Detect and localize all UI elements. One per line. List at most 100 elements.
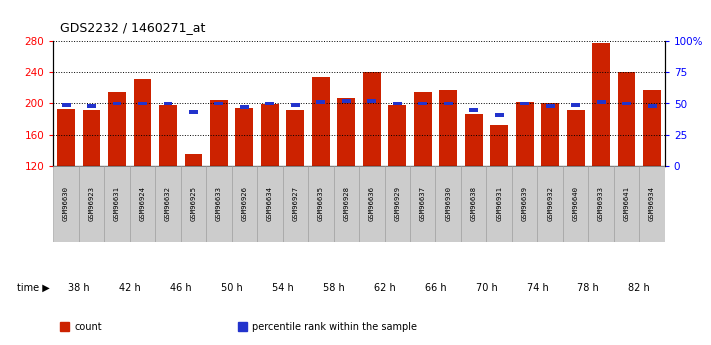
Bar [439,89,457,166]
Text: 58 h: 58 h [323,283,344,293]
Text: 70 h: 70 h [476,283,497,293]
Bar [108,92,126,166]
Bar [545,104,555,108]
Text: GSM96632: GSM96632 [165,186,171,221]
Bar [342,99,351,103]
Text: GSM96631: GSM96631 [114,186,120,221]
Bar [563,166,589,242]
Text: GSM96639: GSM96639 [522,186,528,221]
Bar [164,101,173,106]
Bar [648,104,656,108]
Bar [444,101,453,106]
Bar [312,77,330,166]
Bar [53,166,79,242]
Bar [291,103,300,107]
Bar [538,166,563,242]
Text: 82 h: 82 h [629,283,650,293]
Bar [261,104,279,166]
Text: 46 h: 46 h [170,283,191,293]
Bar [592,43,610,166]
Bar [622,101,631,106]
Bar [134,79,151,166]
Bar [597,100,606,104]
Bar [515,102,533,166]
Bar [138,101,147,106]
Text: GSM96925: GSM96925 [191,186,196,221]
Text: 62 h: 62 h [374,283,395,293]
Text: 38 h: 38 h [68,283,90,293]
Text: GSM96636: GSM96636 [369,186,375,221]
Text: 66 h: 66 h [424,283,447,293]
Bar [129,166,155,242]
Bar [567,110,584,166]
Bar [410,166,435,242]
Bar [283,166,308,242]
Bar [210,100,228,166]
Bar [185,154,203,166]
Text: GSM96634: GSM96634 [267,186,273,221]
Text: GSM96928: GSM96928 [343,186,349,221]
Text: time ▶: time ▶ [17,283,50,293]
Text: GSM96933: GSM96933 [598,186,604,221]
Text: GSM96924: GSM96924 [139,186,146,221]
Bar [461,166,486,242]
Bar [520,101,529,106]
Bar [388,105,406,166]
Text: GSM96932: GSM96932 [547,186,553,221]
Text: GSM96934: GSM96934 [649,186,655,221]
Text: GSM96633: GSM96633 [216,186,222,221]
Bar [62,103,70,107]
Bar [512,166,538,242]
Bar [232,166,257,242]
Bar [491,125,508,166]
Bar [418,101,427,106]
Bar [159,105,177,166]
Bar [435,166,461,242]
Bar [469,108,479,112]
Text: GSM96923: GSM96923 [89,186,95,221]
Bar [414,92,432,166]
Text: 50 h: 50 h [221,283,242,293]
Text: percentile rank within the sample: percentile rank within the sample [252,322,417,332]
Bar [589,166,614,242]
Text: GSM96929: GSM96929 [395,186,400,221]
Text: 42 h: 42 h [119,283,141,293]
Bar [265,101,274,106]
Bar [363,72,380,166]
Bar [392,101,402,106]
Bar [215,101,223,106]
Bar [571,103,580,107]
Bar [368,99,376,103]
Text: 78 h: 78 h [577,283,599,293]
Bar [235,108,253,166]
Bar [338,98,356,166]
Bar [359,166,385,242]
Text: GSM96930: GSM96930 [445,186,451,221]
Bar [112,101,122,106]
Text: 54 h: 54 h [272,283,294,293]
Bar [316,100,326,104]
Bar [57,109,75,166]
Bar [82,110,100,166]
Bar [155,166,181,242]
Bar [385,166,410,242]
Bar [181,166,206,242]
Bar [257,166,283,242]
Bar [105,166,129,242]
Bar [643,89,661,166]
Bar [87,104,96,108]
Bar [639,166,665,242]
Text: GSM96637: GSM96637 [419,186,426,221]
Bar [189,110,198,114]
Text: 74 h: 74 h [527,283,548,293]
Text: GSM96641: GSM96641 [624,186,629,221]
Bar [79,166,105,242]
Bar [206,166,232,242]
Bar [287,110,304,166]
Bar [495,113,503,117]
Text: GSM96931: GSM96931 [496,186,502,221]
Bar [614,166,639,242]
Bar [240,105,249,109]
Text: count: count [75,322,102,332]
Text: GSM96640: GSM96640 [572,186,579,221]
